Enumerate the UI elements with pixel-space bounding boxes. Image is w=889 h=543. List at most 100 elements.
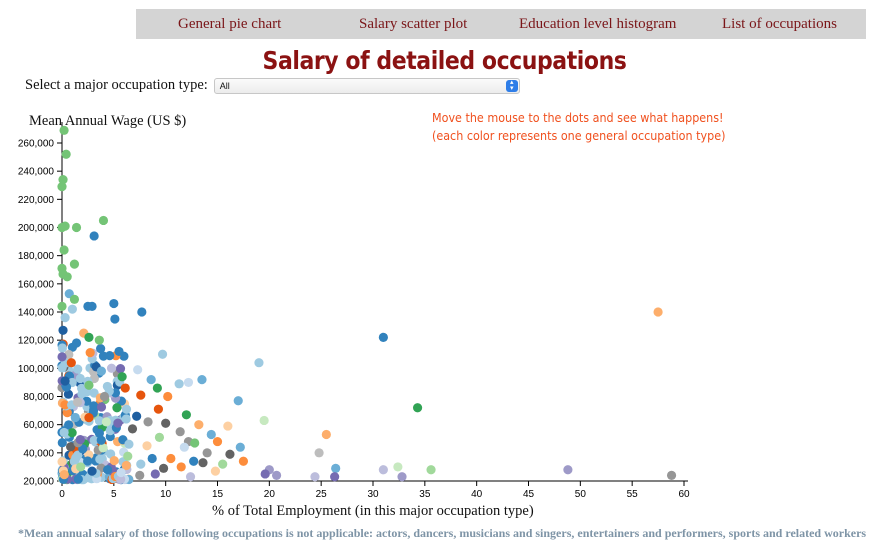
data-point[interactable] (69, 259, 80, 269)
data-point[interactable] (142, 441, 152, 451)
data-point[interactable] (116, 467, 126, 478)
data-point[interactable] (121, 414, 131, 424)
data-point[interactable] (87, 466, 97, 476)
data-point[interactable] (233, 396, 243, 406)
data-point[interactable] (70, 412, 80, 423)
data-point[interactable] (60, 376, 70, 386)
data-point[interactable] (94, 335, 104, 345)
data-point[interactable] (393, 462, 403, 472)
data-point[interactable] (67, 304, 77, 314)
data-point[interactable] (179, 442, 189, 452)
data-point[interactable] (57, 352, 67, 362)
data-point[interactable] (89, 231, 99, 241)
data-point[interactable] (206, 429, 216, 440)
data-point[interactable] (57, 301, 67, 311)
data-point[interactable] (426, 465, 436, 475)
data-point[interactable] (310, 472, 320, 482)
data-point[interactable] (157, 349, 168, 359)
occupation-type-dropdown[interactable]: All ▴ ▾ (213, 77, 520, 94)
data-point[interactable] (152, 383, 162, 393)
data-point[interactable] (397, 472, 407, 482)
data-point[interactable] (58, 175, 68, 185)
data-point[interactable] (137, 307, 147, 317)
data-point[interactable] (76, 462, 86, 472)
data-point[interactable] (412, 403, 423, 413)
data-point[interactable] (96, 435, 106, 445)
data-point[interactable] (57, 343, 67, 353)
data-point[interactable] (98, 215, 109, 226)
data-point[interactable] (109, 455, 119, 466)
data-point[interactable] (71, 453, 81, 463)
data-point[interactable] (166, 453, 176, 464)
data-point[interactable] (163, 391, 173, 402)
data-point[interactable] (109, 298, 119, 309)
data-point[interactable] (183, 377, 194, 388)
data-point[interactable] (210, 466, 221, 476)
data-point[interactable] (89, 401, 99, 411)
data-point[interactable] (62, 408, 72, 418)
data-point[interactable] (161, 418, 171, 428)
data-point[interactable] (154, 432, 165, 442)
data-point[interactable] (202, 448, 212, 458)
data-point[interactable] (136, 459, 146, 469)
data-point[interactable] (60, 313, 70, 323)
data-point[interactable] (117, 372, 127, 382)
data-point[interactable] (666, 470, 677, 480)
data-point[interactable] (153, 404, 164, 414)
data-point[interactable] (69, 294, 80, 304)
data-point[interactable] (190, 438, 200, 448)
data-point[interactable] (189, 456, 199, 466)
data-point[interactable] (58, 325, 68, 335)
data-point[interactable] (71, 338, 82, 348)
data-point[interactable] (212, 436, 223, 447)
data-point[interactable] (198, 458, 208, 468)
data-point[interactable] (124, 439, 134, 449)
data-point[interactable] (84, 380, 94, 390)
data-point[interactable] (563, 465, 573, 475)
data-point[interactable] (321, 429, 331, 440)
data-point[interactable] (238, 456, 249, 466)
data-point[interactable] (181, 410, 191, 420)
data-point[interactable] (235, 442, 245, 452)
data-point[interactable] (174, 379, 184, 389)
data-point[interactable] (66, 442, 76, 452)
data-point[interactable] (116, 474, 126, 484)
data-point[interactable] (89, 435, 99, 445)
data-point[interactable] (66, 358, 76, 368)
data-point[interactable] (260, 469, 270, 479)
data-point[interactable] (57, 363, 67, 373)
data-point[interactable] (146, 375, 156, 385)
data-point[interactable] (85, 348, 95, 358)
data-point[interactable] (84, 413, 94, 423)
nav-salary-scatter-plot[interactable]: Salary scatter plot (359, 16, 468, 32)
data-point[interactable] (59, 427, 69, 438)
data-point[interactable] (61, 149, 71, 159)
data-point[interactable] (89, 388, 99, 398)
data-point[interactable] (57, 222, 67, 233)
data-point[interactable] (60, 400, 70, 410)
data-point[interactable] (57, 182, 67, 192)
nav-list-of-occupations[interactable]: List of occupations (722, 16, 837, 32)
data-point[interactable] (175, 427, 185, 437)
data-point[interactable] (259, 415, 269, 426)
data-point[interactable] (127, 424, 138, 434)
data-point[interactable] (103, 465, 113, 475)
data-point[interactable] (105, 351, 115, 361)
data-point[interactable] (331, 463, 341, 473)
data-point[interactable] (121, 404, 132, 414)
data-point[interactable] (94, 428, 104, 438)
data-point[interactable] (87, 301, 97, 311)
data-point[interactable] (136, 390, 146, 400)
data-point[interactable] (132, 411, 142, 421)
data-point[interactable] (57, 438, 67, 448)
nav-education-level-histogram[interactable]: Education level histogram (519, 16, 677, 32)
data-point[interactable] (197, 375, 207, 385)
data-point[interactable] (106, 363, 117, 373)
data-point[interactable] (83, 456, 93, 466)
data-point[interactable] (123, 451, 133, 461)
data-point[interactable] (57, 457, 67, 467)
data-point[interactable] (94, 416, 104, 426)
data-point[interactable] (185, 472, 196, 482)
data-point[interactable] (96, 402, 107, 412)
data-point[interactable] (98, 443, 108, 453)
